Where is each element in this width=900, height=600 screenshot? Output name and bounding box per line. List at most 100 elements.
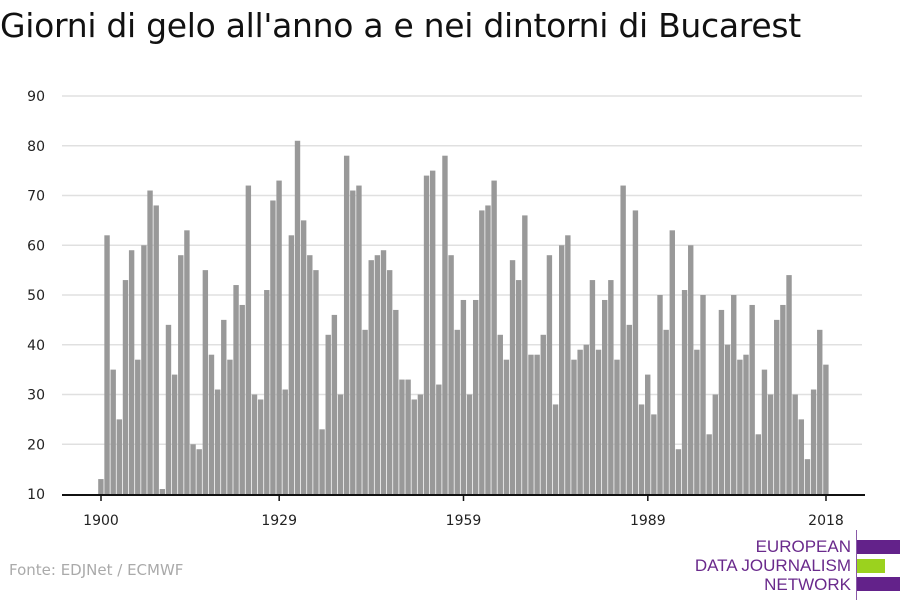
bar-1901 bbox=[104, 235, 110, 495]
chart-title: Giorni di gelo all'anno a e nei dintorni… bbox=[0, 6, 801, 45]
bar-1987 bbox=[632, 210, 639, 495]
bar-1953 bbox=[423, 175, 430, 494]
bar-1919 bbox=[214, 389, 221, 494]
source-note: Fonte: EDJNet / ECMWF bbox=[9, 561, 184, 579]
bar-1964 bbox=[491, 180, 497, 494]
bar-1955 bbox=[436, 384, 442, 494]
bar-1965 bbox=[497, 334, 503, 494]
x-tick-label: 1900 bbox=[83, 513, 119, 529]
bar-1920 bbox=[221, 319, 227, 494]
bar-1986 bbox=[626, 324, 632, 494]
bar-1976 bbox=[565, 235, 571, 495]
bar-1915 bbox=[190, 444, 196, 494]
bar-1984 bbox=[614, 359, 620, 494]
bar-2005 bbox=[743, 354, 749, 494]
bar-1968 bbox=[515, 280, 522, 494]
bar-2014 bbox=[798, 419, 805, 494]
bar-1960 bbox=[466, 394, 473, 494]
bar-1922 bbox=[233, 285, 239, 494]
logo-line-1: EUROPEAN bbox=[755, 537, 851, 556]
bar-1980 bbox=[589, 280, 596, 494]
bar-1913 bbox=[178, 255, 184, 494]
bar-2011 bbox=[780, 304, 786, 494]
bar-1945 bbox=[374, 255, 381, 494]
bar-1921 bbox=[227, 359, 233, 494]
bar-1909 bbox=[153, 205, 159, 494]
bar-1900 bbox=[98, 479, 104, 494]
bar-1904 bbox=[122, 280, 129, 494]
bar-1947 bbox=[386, 270, 393, 494]
logo-line-3: NETWORK bbox=[764, 575, 851, 594]
bar-2009 bbox=[767, 394, 774, 494]
bar-1985 bbox=[620, 185, 626, 495]
bar-1995 bbox=[681, 290, 688, 494]
bar-1903 bbox=[116, 419, 123, 494]
bar-1959 bbox=[460, 299, 467, 494]
bar-2001 bbox=[718, 309, 725, 494]
bar-1933 bbox=[300, 220, 307, 494]
bar-1911 bbox=[165, 324, 172, 494]
logo-divider bbox=[856, 530, 857, 600]
bar-1951 bbox=[411, 399, 417, 494]
y-tick-label: 10 bbox=[27, 487, 45, 503]
bar-1956 bbox=[442, 155, 448, 494]
bar-1916 bbox=[196, 449, 202, 494]
edjnet-logo: EUROPEAN DATA JOURNALISM NETWORK bbox=[695, 530, 900, 600]
bar-1972 bbox=[540, 334, 546, 494]
bar-1993 bbox=[669, 230, 675, 494]
x-tick-label: 2018 bbox=[808, 513, 844, 529]
bar-1970 bbox=[528, 354, 534, 494]
logo-bar-green bbox=[857, 559, 885, 573]
bar-1943 bbox=[362, 329, 368, 494]
bar-1936 bbox=[319, 429, 325, 494]
bar-1949 bbox=[399, 379, 405, 494]
y-tick-label: 90 bbox=[27, 89, 45, 105]
logo-bar-purple-1 bbox=[857, 540, 900, 554]
bar-1942 bbox=[356, 185, 362, 495]
bar-1998 bbox=[700, 295, 706, 494]
bar-2000 bbox=[712, 394, 718, 494]
bar-chart: 10 20 30 40 50 60 70 80 90 1900 1929 1959 1989 2018 bbox=[27, 89, 865, 529]
bar-1941 bbox=[350, 190, 356, 494]
bar-2004 bbox=[737, 359, 743, 494]
logo-bar-purple-2 bbox=[857, 577, 900, 591]
bar-1982 bbox=[602, 299, 608, 494]
logo-line-2: DATA JOURNALISM bbox=[694, 556, 851, 575]
bar-1988 bbox=[638, 404, 645, 494]
bar-2007 bbox=[755, 434, 762, 494]
bar-1990 bbox=[651, 414, 657, 494]
y-tick-label: 20 bbox=[27, 437, 45, 453]
y-tick-label: 80 bbox=[27, 139, 45, 155]
bar-1939 bbox=[337, 394, 344, 494]
bar-1971 bbox=[534, 354, 540, 494]
bar-2003 bbox=[731, 295, 737, 494]
y-tick-label: 30 bbox=[27, 388, 45, 404]
bar-1957 bbox=[448, 255, 454, 494]
bar-1910 bbox=[159, 489, 166, 494]
bar-1983 bbox=[608, 280, 614, 494]
bar-2006 bbox=[749, 304, 755, 494]
bar-2012 bbox=[786, 275, 792, 494]
bar-2015 bbox=[804, 459, 811, 494]
y-tick-label: 60 bbox=[27, 238, 45, 254]
bar-1926 bbox=[257, 399, 264, 494]
bar-2018 bbox=[823, 364, 829, 494]
bar-1918 bbox=[208, 354, 215, 494]
bar-1963 bbox=[485, 205, 491, 494]
bar-1923 bbox=[239, 304, 245, 494]
bar-1935 bbox=[313, 270, 319, 494]
x-tick-label: 1929 bbox=[261, 513, 297, 529]
bar-1992 bbox=[663, 329, 669, 494]
bar-1907 bbox=[141, 245, 147, 494]
bar-1981 bbox=[595, 349, 602, 494]
bar-1966 bbox=[503, 359, 510, 494]
bar-1908 bbox=[147, 190, 153, 494]
bar-1906 bbox=[135, 359, 141, 494]
bar-1961 bbox=[472, 299, 479, 494]
bar-2016 bbox=[810, 389, 817, 494]
bar-1946 bbox=[380, 250, 387, 494]
bar-1991 bbox=[657, 295, 663, 494]
bar-1944 bbox=[368, 260, 374, 494]
bar-1940 bbox=[343, 155, 350, 494]
bar-1952 bbox=[417, 394, 424, 494]
